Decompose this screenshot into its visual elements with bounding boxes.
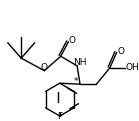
Text: NH: NH bbox=[73, 58, 87, 68]
Text: O: O bbox=[117, 47, 124, 56]
Text: *: * bbox=[74, 77, 78, 86]
Text: F: F bbox=[57, 111, 62, 121]
Text: O: O bbox=[69, 36, 76, 45]
Text: O: O bbox=[41, 63, 48, 72]
Text: OH: OH bbox=[125, 63, 139, 72]
